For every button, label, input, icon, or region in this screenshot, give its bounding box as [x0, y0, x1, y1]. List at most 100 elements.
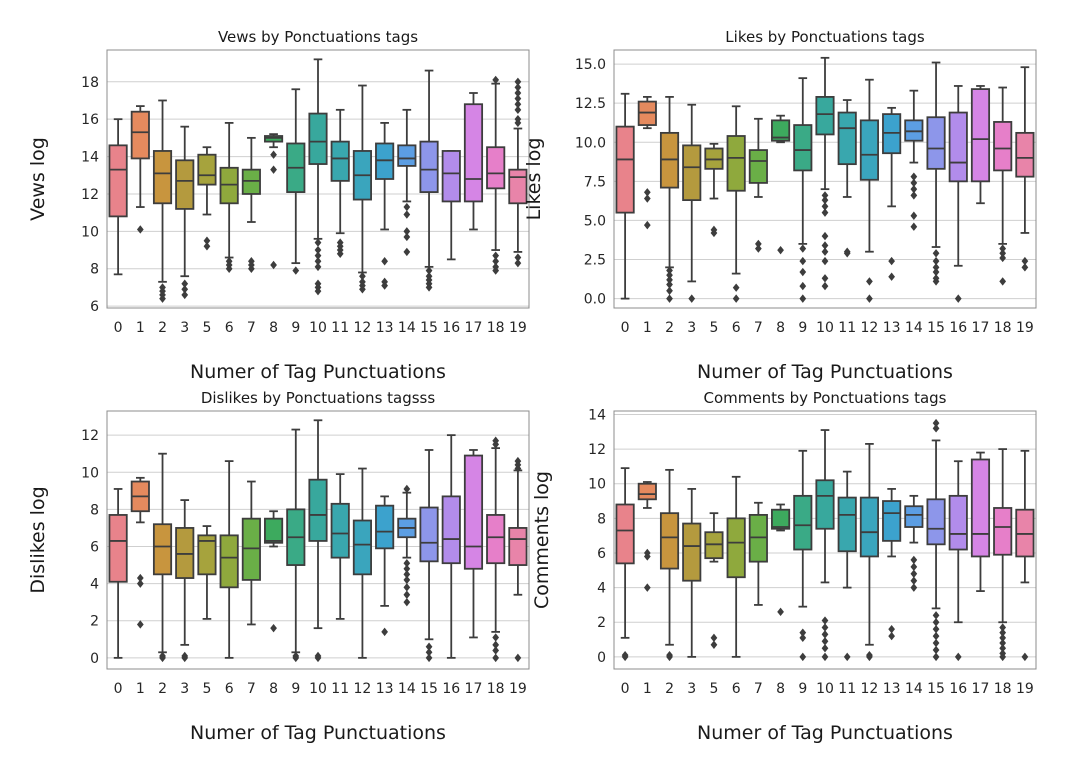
- outlier-point: [621, 652, 629, 662]
- outlier-point: [821, 637, 829, 646]
- box-15: [926, 418, 946, 662]
- outlier-point: [514, 118, 522, 128]
- outlier-point: [932, 277, 940, 286]
- box-12: [859, 78, 879, 303]
- chart-title: Comments by Ponctuations tags: [704, 389, 947, 407]
- box-body: [615, 503, 635, 565]
- x-tick-label: 11: [838, 320, 856, 336]
- x-tick-label: 11: [838, 681, 856, 697]
- outlier-point: [821, 208, 829, 217]
- box-body: [615, 125, 635, 214]
- outlier-point: [159, 294, 166, 303]
- box-9: [286, 428, 306, 663]
- x-tick-label: 0: [621, 681, 630, 697]
- outlier-point: [932, 263, 940, 272]
- outlier-point: [666, 280, 673, 289]
- outlier-point: [910, 191, 918, 200]
- box-body: [264, 517, 284, 544]
- x-tick-label: 2: [665, 681, 674, 697]
- box-7: [241, 136, 261, 273]
- outlier-point: [514, 258, 522, 268]
- outlier-point: [1021, 263, 1029, 272]
- outlier-point: [777, 245, 784, 255]
- outlier-point: [403, 202, 411, 212]
- x-tick-label: 12: [861, 320, 879, 336]
- x-tick-label: 6: [225, 681, 234, 697]
- outlier-point: [888, 624, 895, 634]
- x-tick-label: 5: [709, 320, 718, 336]
- box-8: [771, 114, 791, 255]
- outlier-point: [292, 653, 300, 663]
- outlier-point: [381, 281, 388, 290]
- x-tick-label: 9: [291, 681, 300, 697]
- outlier-point: [492, 640, 500, 650]
- box-body: [1015, 131, 1035, 178]
- box-14: [397, 484, 417, 607]
- x-tick-label: 7: [754, 681, 763, 697]
- outlier-point: [866, 652, 873, 662]
- box-body: [197, 153, 217, 186]
- box-body: [970, 458, 991, 558]
- outlier-point: [910, 211, 918, 220]
- box-13: [375, 495, 395, 637]
- outlier-point: [643, 188, 651, 197]
- outlier-point: [492, 633, 500, 642]
- box-1: [637, 96, 657, 230]
- box-body: [948, 494, 968, 551]
- box-5: [197, 146, 217, 251]
- box-body: [175, 527, 195, 579]
- box-17: [970, 85, 991, 205]
- y-tick-label: 10.0: [575, 135, 606, 151]
- box-body: [463, 454, 484, 570]
- box-15: [419, 69, 439, 292]
- x-tick-label: 15: [420, 681, 438, 697]
- box-16: [948, 460, 968, 662]
- outlier-point: [910, 555, 918, 565]
- outlier-point: [821, 274, 829, 283]
- outlier-point: [248, 264, 255, 273]
- x-tick-label: 16: [442, 320, 460, 336]
- outlier-point: [359, 272, 366, 281]
- outlier-point: [403, 484, 411, 494]
- box-16: [441, 434, 461, 659]
- outlier-point: [821, 256, 829, 266]
- outlier-point: [821, 191, 829, 200]
- x-tick-label: 14: [905, 681, 923, 697]
- x-tick-label: 9: [291, 320, 300, 336]
- box-body: [508, 168, 528, 205]
- box-body: [970, 88, 991, 183]
- y-tick-label: 5.0: [584, 213, 606, 229]
- box-body: [637, 482, 657, 501]
- outlier-point: [403, 583, 411, 592]
- outlier-point: [292, 266, 300, 275]
- outlier-point: [799, 633, 807, 643]
- outlier-point: [425, 653, 433, 663]
- box-6: [219, 460, 239, 659]
- outlier-point: [643, 583, 651, 592]
- outlier-point: [932, 618, 940, 627]
- outlier-point: [514, 464, 522, 473]
- outlier-point: [181, 290, 189, 300]
- outlier-point: [359, 285, 366, 294]
- chart-title: Likes by Ponctuations tags: [725, 28, 925, 46]
- outlier-point: [425, 642, 433, 651]
- outlier-point: [403, 590, 411, 599]
- subplot-1: 0.02.55.07.510.012.515.00 1 2 3 5 6 7 8 9 10 11 12 1…: [523, 28, 1037, 383]
- y-tick-label: 18: [81, 75, 99, 91]
- box-8: [264, 133, 284, 270]
- outlier-point: [910, 583, 918, 592]
- box-18: [486, 75, 506, 275]
- x-tick-label: 8: [269, 320, 278, 336]
- box-2: [152, 452, 173, 663]
- box-5: [197, 525, 217, 620]
- box-17: [463, 92, 484, 231]
- box-15: [926, 61, 946, 286]
- box-8: [264, 510, 284, 633]
- outlier-point: [843, 249, 851, 258]
- outlier-point: [425, 283, 433, 292]
- box-body: [130, 110, 150, 160]
- box-19: [1015, 66, 1035, 272]
- x-tick-label: 2: [158, 320, 167, 336]
- outlier-point: [821, 195, 829, 205]
